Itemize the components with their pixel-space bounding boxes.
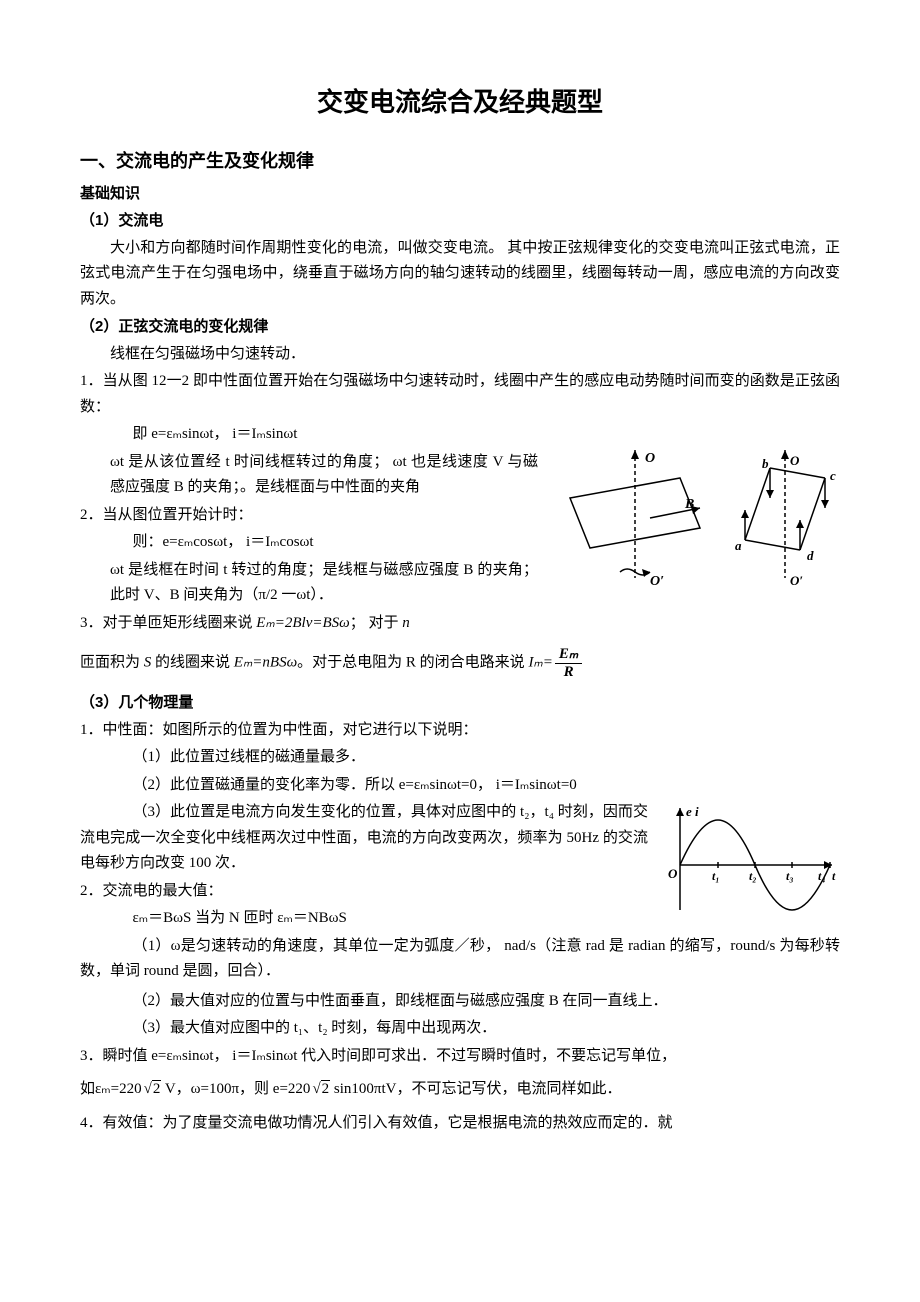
- sub3-item2-3: （3）最大值对应图中的 t₁、t₂ 时刻，每周中出现两次．: [80, 1016, 840, 1042]
- section-1-heading: 一、交流电的产生及变化规律: [80, 146, 840, 177]
- frame2-a: a: [735, 538, 742, 553]
- sub3-item3: 3．瞬时值 e=εₘsinωt， i＝Iₘsinωt 代入时间即可求出．不过写瞬…: [80, 1044, 840, 1070]
- sine-t2: t₂: [749, 869, 757, 883]
- sine-t1: t₁: [712, 869, 720, 883]
- frame2-c: c: [830, 468, 836, 483]
- item3a: 3．对于单匝矩形线圈来说: [80, 615, 256, 631]
- frame1-B: B: [684, 497, 694, 512]
- item3-l2d: 。对于总电阻为 R 的闭合电路来说: [297, 655, 528, 671]
- sine-x: t: [832, 869, 836, 883]
- frame1-O: O: [645, 451, 655, 466]
- sub3-item1-3-text: （3）此位置是电流方向发生变化的位置，具体对应图中的 t₂，t₄ 时刻，因而交流…: [80, 804, 648, 871]
- sqrt2-2: 2: [310, 1077, 330, 1103]
- diagram-frames: O B O′ a b c d O O′: [550, 450, 840, 600]
- frame1-Op: O′: [650, 574, 664, 589]
- sub3-item1: 1．中性面：如图所示的位置为中性面，对它进行以下说明：: [80, 718, 840, 744]
- sub3-item4: 4．有效值：为了度量交流电做功情况人们引入有效值，它是根据电流的热效应而定的．就: [80, 1111, 840, 1137]
- document-title: 交变电流综合及经典题型: [80, 80, 840, 124]
- frame2-O: O: [790, 453, 800, 468]
- basis-heading: 基础知识: [80, 181, 840, 207]
- sub2-item3: 3．对于单匝矩形线圈来说 Eₘ=2Blv=BSω； 对于 n: [80, 611, 840, 637]
- sub2-item1: 1．当从图 12一2 即中性面位置开始在匀强磁场中匀速转动时，线圈中产生的感应电…: [80, 369, 840, 420]
- sine-O: O: [668, 866, 678, 881]
- i3-2a: 如εₘ=220: [80, 1081, 142, 1097]
- fraction-Em-R: EₘR: [555, 646, 582, 680]
- frac-num: Eₘ: [555, 646, 582, 664]
- sub2-item3-line2: 匝面积为 S 的线圈来说 Eₘ=nBSω。对于总电阻为 R 的闭合电路来说 Iₘ…: [80, 646, 840, 680]
- sqrt2-2-val: 2: [321, 1080, 331, 1097]
- item3c: n: [402, 615, 410, 631]
- sub1-heading: （1）交流电: [80, 208, 840, 234]
- item3-l2a: 匝面积为: [80, 655, 144, 671]
- sine-t3: t₃: [786, 869, 794, 883]
- sub3-heading: （3）几个物理量: [80, 690, 840, 716]
- sub2-formula1: 即 e=εₘsinωt， i＝Iₘsinωt: [80, 422, 840, 448]
- sine-t4: t₄: [818, 869, 826, 883]
- item3-eq1: Eₘ=2Blv=BSω: [256, 615, 350, 631]
- sqrt2-1: 2: [142, 1077, 162, 1103]
- item3-eq2: Eₘ=nBSω: [234, 655, 297, 671]
- frame2-d: d: [807, 548, 814, 563]
- sub3-item2-2: （2）最大值对应的位置与中性面垂直，即线框面与磁感应强度 B 在同一直线上．: [80, 989, 840, 1015]
- sub3-item2-1-text: （1）ω是匀速转动的角速度，其单位一定为弧度／秒， nad/s（注意 rad 是…: [80, 938, 840, 980]
- sub3-item1-1: （1）此位置过线框的磁通量最多．: [80, 745, 840, 771]
- sine-diagram: e i O t₁ t₂ t₃ t₄ t: [660, 800, 840, 930]
- sub3-item1-2: （2）此位置磁通量的变化率为零．所以 e=εₘsinωt=0， i＝Iₘsinω…: [80, 773, 840, 799]
- item3b: ； 对于: [350, 615, 403, 631]
- sine-y: e i: [686, 804, 699, 819]
- sub2-heading: （2）正弦交流电的变化规律: [80, 314, 840, 340]
- sub1-p1: 大小和方向都随时间作周期性变化的电流，叫做交变电流。 其中按正弦规律变化的交变电…: [80, 236, 840, 313]
- item3-l2c: 的线圈来说: [151, 655, 234, 671]
- frame2-b: b: [762, 456, 769, 471]
- frame2-Op: O′: [790, 573, 803, 588]
- sub2-p1: 线框在匀强磁场中匀速转动．: [80, 342, 840, 368]
- i3-2c: V，ω=100π，则 e=220: [161, 1081, 310, 1097]
- sub3-item3-2: 如εₘ=2202 V，ω=100π，则 e=2202 sin100πtV，不可忘…: [80, 1077, 840, 1103]
- i3-2e: sin100πtV，不可忘记写伏，电流同样如此．: [330, 1081, 621, 1097]
- sub3-item2-1: （1）ω是匀速转动的角速度，其单位一定为弧度／秒， nad/s（注意 rad 是…: [80, 934, 840, 985]
- item3-eq3-lhs: Iₘ=: [528, 655, 552, 671]
- frac-den: R: [555, 664, 582, 681]
- sqrt2-1-val: 2: [152, 1080, 162, 1097]
